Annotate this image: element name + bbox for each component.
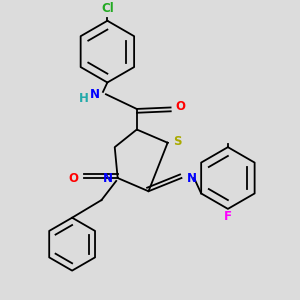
Text: S: S: [173, 135, 182, 148]
Text: F: F: [224, 210, 232, 224]
Text: O: O: [175, 100, 185, 112]
Text: Cl: Cl: [101, 2, 114, 15]
Text: N: N: [187, 172, 197, 184]
Text: O: O: [68, 172, 78, 184]
Text: N: N: [103, 172, 113, 184]
Text: H: H: [78, 92, 88, 105]
Text: N: N: [90, 88, 100, 101]
